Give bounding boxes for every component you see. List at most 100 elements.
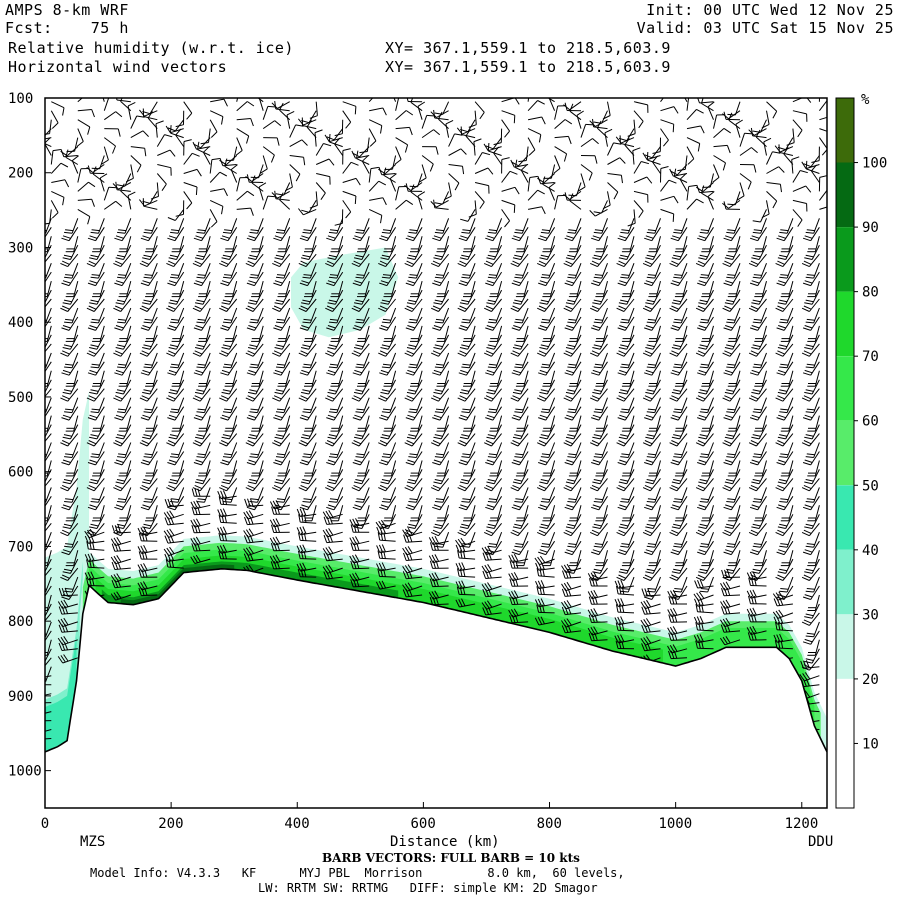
barb-staff <box>395 126 410 130</box>
barb-feather <box>434 545 443 548</box>
barb-feather <box>432 237 441 242</box>
wind-barb <box>432 316 450 331</box>
barb-feather <box>127 191 136 197</box>
wind-barb <box>404 478 423 492</box>
barb-feather <box>594 155 598 164</box>
barb-feather <box>245 487 254 492</box>
wind-barb <box>369 197 387 206</box>
barb-feather <box>376 545 381 553</box>
barb-staff <box>315 191 318 206</box>
barb-feather <box>221 532 225 541</box>
barb-feather <box>326 260 335 265</box>
barb-feather <box>378 262 386 268</box>
barb-feather <box>567 254 576 258</box>
barb-feather <box>111 580 116 588</box>
barb-feather <box>377 568 381 577</box>
barb-feather <box>390 84 396 89</box>
barb-feather <box>408 501 417 503</box>
barb-feather <box>39 133 40 141</box>
barb-feather <box>534 617 540 626</box>
barb-feather <box>140 545 145 554</box>
barb-staff <box>45 585 52 597</box>
barb-feather <box>65 149 69 158</box>
barb-feather <box>432 260 441 265</box>
wind-barb <box>62 379 79 395</box>
barb-feather <box>591 305 600 310</box>
barb-feather <box>300 550 304 559</box>
wind-barb <box>542 370 556 387</box>
wind-barb <box>376 544 396 554</box>
barb-feather <box>197 498 206 501</box>
barb-feather <box>299 462 308 466</box>
barb-feather <box>141 484 150 490</box>
wind-barb <box>434 307 450 324</box>
barb-feather <box>593 479 602 482</box>
wind-barb <box>405 406 423 421</box>
barb-feather <box>405 110 414 116</box>
barb-feather <box>170 366 179 369</box>
barb-feather <box>275 518 281 526</box>
wind-barb <box>325 343 344 357</box>
wind-barb <box>246 316 264 331</box>
barb-feather <box>249 299 258 303</box>
barb-feather <box>513 504 522 508</box>
wind-barb <box>193 451 211 466</box>
wind-barb <box>461 263 476 279</box>
wind-barb <box>57 599 78 609</box>
barb-feather <box>431 572 437 581</box>
barb-feather <box>593 344 602 348</box>
barb-feather <box>247 484 256 490</box>
barb-feather <box>594 363 603 366</box>
barb-feather <box>117 456 126 458</box>
barb-feather <box>591 395 600 400</box>
barb-staff <box>121 451 132 466</box>
barb-feather <box>514 614 519 623</box>
barb-feather <box>63 599 69 608</box>
barb-feather <box>407 414 416 419</box>
wind-barb <box>58 605 78 615</box>
barb-feather <box>382 197 387 206</box>
barb-feather <box>377 550 381 559</box>
barb-feather <box>196 321 205 324</box>
barb-feather <box>326 417 335 421</box>
wind-barb <box>221 469 238 485</box>
barb-feather <box>302 389 311 392</box>
barb-feather <box>32 727 36 734</box>
wind-barb <box>536 522 555 537</box>
barb-feather <box>62 280 71 284</box>
barb-feather <box>567 570 572 578</box>
barb-staff <box>333 451 344 466</box>
barb-staff <box>95 227 105 241</box>
barb-feather <box>326 516 331 525</box>
wind-barb <box>86 478 105 492</box>
wind-barb <box>589 208 608 217</box>
wind-barb <box>587 571 608 581</box>
barb-feather <box>37 326 45 329</box>
barb-feather <box>86 541 89 550</box>
wind-barb <box>406 469 423 485</box>
barb-feather <box>376 563 381 572</box>
wind-barb <box>45 738 52 740</box>
barb-staff <box>183 152 193 165</box>
barb-feather <box>210 131 218 138</box>
barb-feather <box>63 254 72 258</box>
barb-feather <box>302 501 311 503</box>
barb-feather <box>483 262 492 268</box>
barb-feather <box>113 352 121 357</box>
wind-barb <box>353 289 370 305</box>
barb-feather <box>353 350 362 355</box>
barb-staff <box>77 198 92 201</box>
barb-feather <box>482 152 491 156</box>
barb-staff <box>601 200 608 214</box>
barb-feather <box>170 231 179 234</box>
barb-staff <box>624 144 635 156</box>
barb-feather <box>594 596 598 605</box>
barb-feather <box>540 545 549 548</box>
wind-barb <box>588 614 608 623</box>
barb-staff <box>127 105 132 120</box>
barb-feather <box>170 553 175 561</box>
barb-staff <box>277 101 290 109</box>
barb-feather <box>461 254 470 258</box>
wind-barb <box>140 361 158 376</box>
wind-barb <box>220 316 238 331</box>
